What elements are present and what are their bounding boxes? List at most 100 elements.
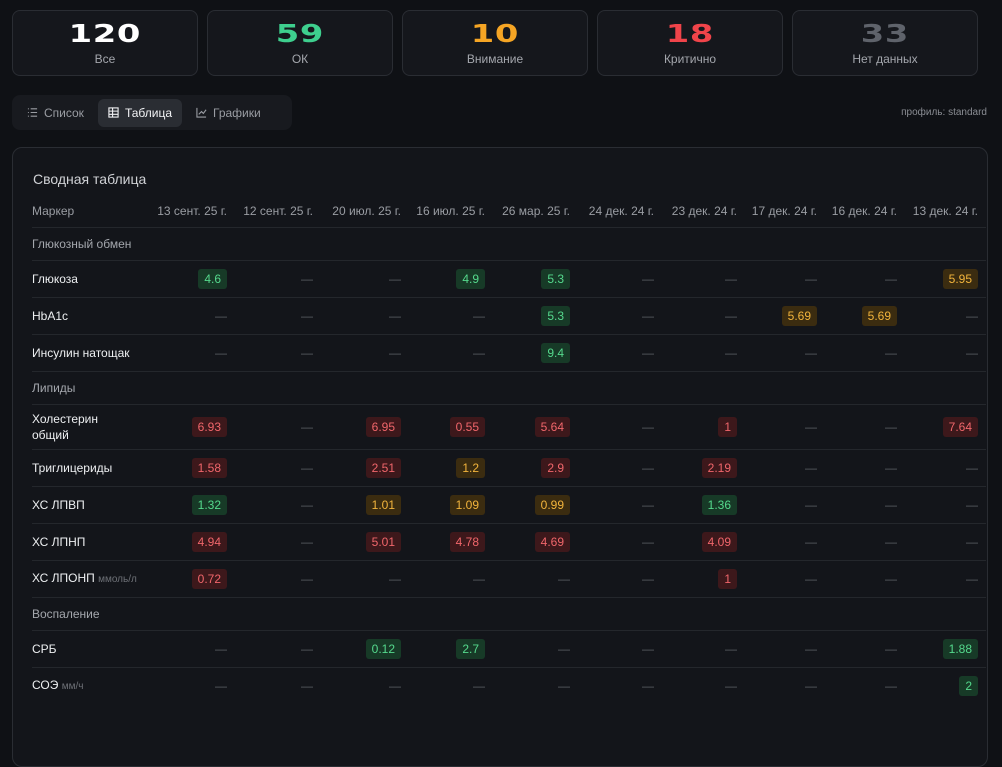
stat-card[interactable]: 18 Критично [597, 10, 783, 76]
value-cell: 4.78 [409, 523, 493, 561]
value-cell: — [235, 523, 321, 561]
column-header: Маркер [32, 204, 75, 218]
value-cell: 1.58 [150, 449, 235, 487]
tab[interactable]: Список [17, 99, 94, 127]
stat-value: 10 [470, 18, 520, 48]
value-badge: 1.32 [191, 495, 227, 515]
stat-label: Внимание [466, 51, 524, 66]
marker-name: СОЭ [32, 678, 59, 692]
empty-value: — [215, 346, 227, 360]
empty-value: — [473, 572, 485, 586]
value-badge: 2.7 [456, 639, 485, 659]
value-cell: 4.9 [409, 260, 493, 298]
stat-card[interactable]: 59 ОК [207, 10, 393, 76]
empty-value: — [215, 642, 227, 656]
empty-value: — [966, 461, 978, 475]
value-cell: — [578, 523, 662, 561]
value-cell: 5.01 [321, 523, 409, 561]
marker-name: Глюкоза [32, 272, 78, 286]
value-badge: 1.36 [701, 495, 737, 515]
empty-value: — [642, 272, 654, 286]
value-cell: 4.94 [150, 523, 235, 561]
value-cell: 0.12 [321, 630, 409, 668]
empty-value: — [301, 498, 313, 512]
empty-value: — [805, 420, 817, 434]
value-badge: 1 [718, 569, 737, 589]
value-cell: 5.69 [825, 297, 905, 335]
value-cell: 1 [662, 560, 745, 598]
stat-card[interactable]: 33 Нет данных [792, 10, 978, 76]
stat-card[interactable]: 10 Внимание [402, 10, 588, 76]
stat-value: 59 [275, 18, 325, 48]
value-cell: — [321, 297, 409, 335]
value-cell: 2.9 [493, 449, 578, 487]
value-cell: — [825, 523, 905, 561]
empty-value: — [642, 346, 654, 360]
column-header: 20 июл. 25 г. [332, 204, 401, 218]
value-cell: — [409, 297, 493, 335]
value-cell: — [825, 630, 905, 668]
value-badge: 5.3 [541, 306, 570, 326]
summary-panel: Сводная таблица Маркер 13 сент. 25 г. 12 с… [12, 147, 988, 767]
value-badge: 4.78 [449, 532, 485, 552]
empty-value: — [805, 535, 817, 549]
value-cell: — [321, 667, 409, 704]
column-header: 13 сент. 25 г. [157, 204, 227, 218]
stat-value: 33 [860, 18, 910, 48]
empty-value: — [473, 309, 485, 323]
value-cell: — [578, 486, 662, 524]
value-cell: 1 [662, 404, 745, 450]
value-cell: — [745, 334, 825, 372]
value-cell: — [825, 404, 905, 450]
stat-label: Критично [663, 51, 717, 66]
value-cell: 5.69 [745, 297, 825, 335]
empty-value: — [301, 572, 313, 586]
empty-value: — [389, 346, 401, 360]
value-cell: — [662, 334, 745, 372]
stat-value: 120 [68, 18, 142, 48]
tab[interactable]: Таблица [97, 98, 182, 127]
marker-cell: Инсулин натощак [32, 334, 150, 372]
empty-value: — [301, 535, 313, 549]
value-badge: 2 [959, 676, 978, 696]
column-header: 17 дек. 24 г. [751, 204, 817, 218]
value-cell: — [825, 260, 905, 298]
value-cell: 4.69 [493, 523, 578, 561]
value-cell: — [150, 334, 235, 372]
empty-value: — [966, 309, 978, 323]
tab[interactable]: Графики [186, 99, 271, 127]
value-cell: — [578, 449, 662, 487]
value-cell: — [745, 486, 825, 524]
column-header: 12 сент. 25 г. [243, 204, 313, 218]
marker-row: СРБ — — 0.12 2.7 — — — — — 1.88 [32, 630, 986, 668]
value-cell: 1.88 [905, 630, 986, 668]
empty-value: — [215, 679, 227, 693]
empty-value: — [473, 679, 485, 693]
tab-label: Графики [213, 105, 261, 120]
value-cell: — [745, 404, 825, 450]
value-cell: 5.95 [905, 260, 986, 298]
marker-name: ХС ЛПНП [32, 535, 86, 549]
value-cell: — [578, 667, 662, 704]
empty-value: — [885, 642, 897, 656]
value-cell: 2.7 [409, 630, 493, 668]
value-badge: 2.51 [365, 458, 401, 478]
empty-value: — [301, 420, 313, 434]
marker-row: ХС ЛПВП 1.32 — 1.01 1.09 0.99 — 1.36 — — — [32, 486, 986, 524]
value-cell: — [825, 334, 905, 372]
value-cell: 1.36 [662, 486, 745, 524]
value-badge: 7.64 [942, 417, 978, 437]
value-badge: 0.99 [534, 495, 570, 515]
value-cell: — [905, 560, 986, 598]
value-cell: 5.64 [493, 404, 578, 450]
value-cell: 2.19 [662, 449, 745, 487]
value-cell: — [662, 667, 745, 704]
stat-card[interactable]: 120 Все [12, 10, 198, 76]
empty-value: — [301, 346, 313, 360]
empty-value: — [642, 420, 654, 434]
value-cell: — [745, 630, 825, 668]
empty-value: — [966, 346, 978, 360]
summary-table: Маркер 13 сент. 25 г. 12 сент. 25 г. 20 июл… [32, 203, 986, 704]
value-badge: 1 [718, 417, 737, 437]
value-cell: 0.55 [409, 404, 493, 450]
